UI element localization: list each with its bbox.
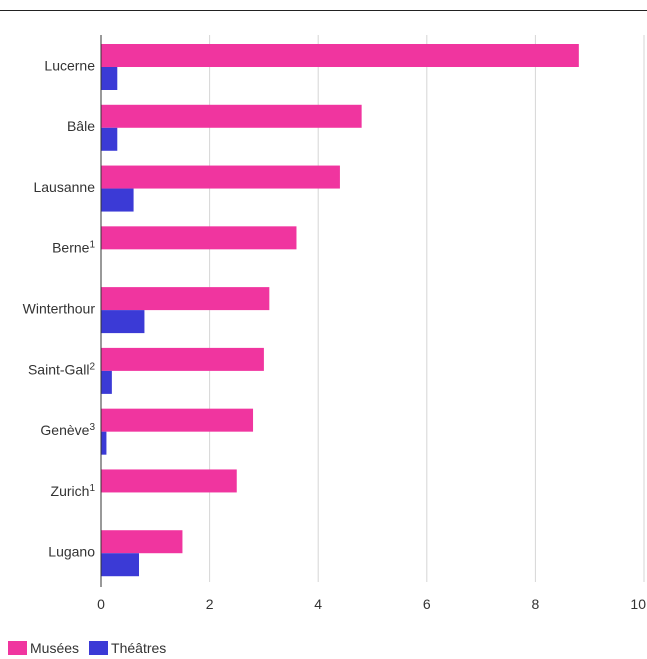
bar-musees-4 [101,287,270,311]
bar-musees-5 [101,347,264,371]
bar-theatres-5 [101,370,112,394]
category-label-3: Berne1 [52,240,95,256]
category-superscript-5: 2 [89,361,95,372]
bar-musees-7 [101,469,237,493]
bar-theatres-8 [101,553,140,577]
legend: Musées Théâtres [8,640,176,656]
top-rule [0,10,647,11]
bar-theatres-0 [101,67,118,90]
category-superscript-6: 3 [89,422,95,433]
bar-theatres-6 [101,431,107,455]
bar-musees-2 [101,165,340,189]
category-label-1: Bâle [67,118,95,134]
bar-musees-6 [101,408,254,432]
legend-item-theatres: Théâtres [89,640,166,656]
x-tick-label-2: 4 [314,596,322,612]
x-tick-label-0: 0 [97,596,105,612]
legend-item-musees: Musées [8,640,79,656]
category-superscript-7: 1 [89,483,95,494]
category-label-6: Genève3 [40,422,95,438]
x-tick-label-4: 8 [532,596,540,612]
bar-musees-0 [101,44,579,67]
legend-swatch-theatres [89,641,109,655]
bar-musees-8 [101,530,183,554]
bar-theatres-4 [101,310,145,334]
category-label-4: Winterthour [23,301,96,317]
category-superscript-3: 1 [89,240,95,251]
category-label-7: Zurich1 [51,483,96,499]
bar-theatres-1 [101,127,118,151]
category-label-2: Lausanne [33,179,95,195]
category-label-8: Lugano [48,544,95,560]
category-label-0: Lucerne [44,57,95,73]
x-tick-label-5: 10 [630,596,646,612]
x-tick-label-3: 6 [423,596,431,612]
category-label-5: Saint-Gall2 [28,361,95,377]
legend-label-musees: Musées [30,640,80,656]
bar-theatres-2 [101,188,134,212]
legend-label-theatres: Théâtres [111,640,167,656]
bar-musees-3 [101,226,297,250]
x-tick-label-1: 2 [206,596,214,612]
bar-musees-1 [101,104,362,128]
legend-swatch-musees [8,641,27,655]
bar-chart: Lucerne Bâle Lausanne Berne1 Winterthour Sain… [23,35,646,612]
